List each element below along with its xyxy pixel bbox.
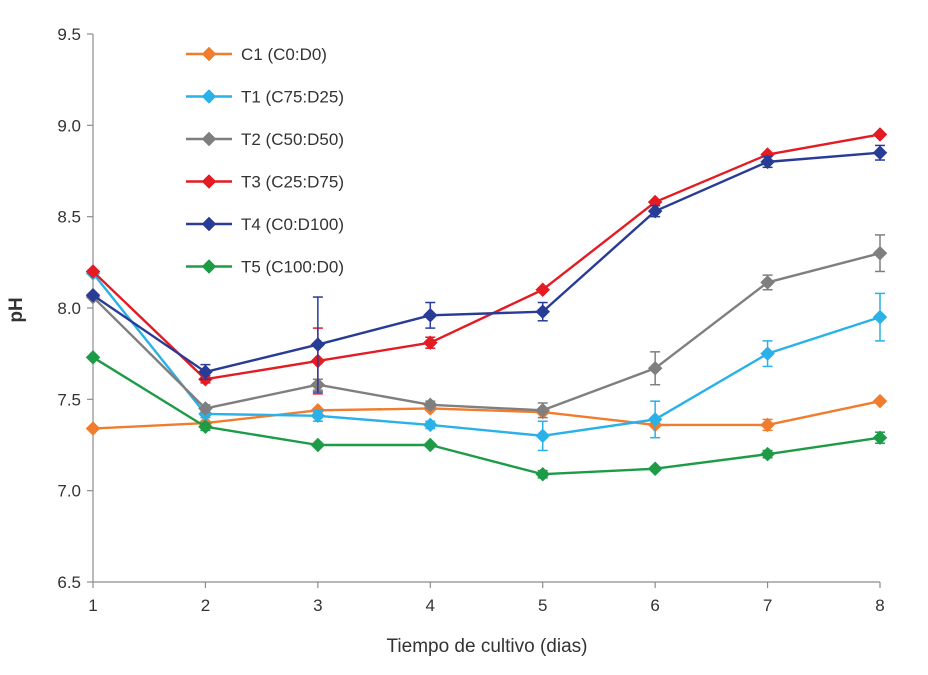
legend-label: T3 (C25:D75) — [241, 173, 344, 192]
data-point — [535, 402, 551, 418]
series-line — [92, 272, 881, 438]
data-point — [198, 419, 213, 435]
data-point — [872, 245, 888, 261]
series-line — [92, 399, 881, 430]
data-point — [872, 393, 888, 409]
legend-marker — [201, 89, 217, 104]
data-point — [647, 203, 663, 219]
data-point — [422, 307, 438, 323]
x-tick-label: 3 — [313, 596, 322, 615]
data-point — [85, 264, 101, 279]
y-tick-label: 9.5 — [57, 25, 81, 44]
series-line — [92, 151, 881, 374]
x-tick-label: 8 — [875, 596, 884, 615]
data-point — [535, 428, 551, 444]
legend-label: T1 (C75:D25) — [241, 88, 344, 107]
legend-label: T5 (C100:D0) — [241, 258, 344, 277]
data-point — [872, 430, 888, 446]
legend: C1 (C0:D0) T1 (C75:D25) T2 (C50:D50) T3 (C2… — [186, 45, 344, 277]
series-5 — [85, 349, 888, 482]
data-point — [872, 145, 888, 161]
data-point — [422, 335, 438, 351]
x-tick-label: 6 — [650, 596, 659, 615]
x-tick-label: 7 — [763, 596, 772, 615]
data-point — [310, 408, 326, 424]
data-point — [310, 337, 326, 352]
legend-marker — [201, 174, 217, 189]
data-point — [85, 349, 101, 365]
legend-item: T5 (C100:D0) — [186, 258, 344, 277]
legend-item: T1 (C75:D25) — [186, 88, 344, 107]
legend-label: T2 (C50:D50) — [241, 130, 344, 149]
data-point — [647, 461, 663, 477]
data-point — [198, 364, 213, 380]
x-tick-label: 5 — [538, 596, 547, 615]
legend-item: T4 (C0:D100) — [186, 215, 344, 234]
data-point — [310, 437, 326, 453]
legend-label: T4 (C0:D100) — [241, 215, 344, 234]
data-point — [535, 304, 551, 320]
legend-marker — [201, 216, 217, 232]
legend-item: C1 (C0:D0) — [186, 45, 327, 64]
y-tick-label: 7.5 — [57, 390, 81, 409]
legend-marker — [201, 259, 217, 274]
series-line — [92, 133, 881, 381]
axes: 6.5 7.0 7.5 8.0 8.5 9.0 9.5 1 2 3 4 5 6 7 8 — [57, 25, 884, 615]
y-tick-label: 9.0 — [57, 116, 81, 135]
data-point — [872, 127, 888, 142]
x-tick-label: 4 — [426, 596, 435, 615]
data-point — [85, 421, 101, 436]
y-tick-label: 6.5 — [57, 573, 81, 592]
data-point — [760, 275, 775, 290]
y-tick-label: 7.0 — [57, 482, 81, 501]
data-point — [647, 412, 663, 427]
legend-marker — [201, 46, 217, 62]
x-tick-label: 1 — [88, 596, 97, 615]
x-tick-label: 2 — [201, 596, 210, 615]
y-axis-title: pH — [6, 297, 27, 322]
series-line — [92, 356, 881, 476]
series-layer — [85, 127, 888, 482]
y-tick-label: 8.5 — [57, 208, 81, 227]
data-point — [647, 360, 663, 376]
legend-label: C1 (C0:D0) — [241, 45, 327, 64]
y-tick-label: 8.0 — [57, 299, 81, 318]
data-point — [198, 401, 213, 416]
series-4 — [85, 144, 888, 393]
data-point — [872, 309, 888, 325]
data-point — [760, 346, 775, 362]
series-line — [92, 252, 881, 412]
data-point — [760, 417, 775, 433]
data-point — [422, 397, 438, 413]
data-point — [760, 154, 775, 170]
legend-item: T2 (C50:D50) — [186, 130, 344, 149]
data-point — [760, 446, 775, 462]
data-point — [85, 287, 101, 303]
data-point — [422, 417, 438, 433]
data-point — [535, 466, 551, 482]
data-point — [535, 282, 551, 298]
legend-item: T3 (C25:D75) — [186, 173, 344, 192]
legend-marker — [201, 131, 217, 147]
x-axis-title: Tiempo de cultivo (dias) — [387, 636, 588, 657]
data-point — [422, 437, 438, 453]
